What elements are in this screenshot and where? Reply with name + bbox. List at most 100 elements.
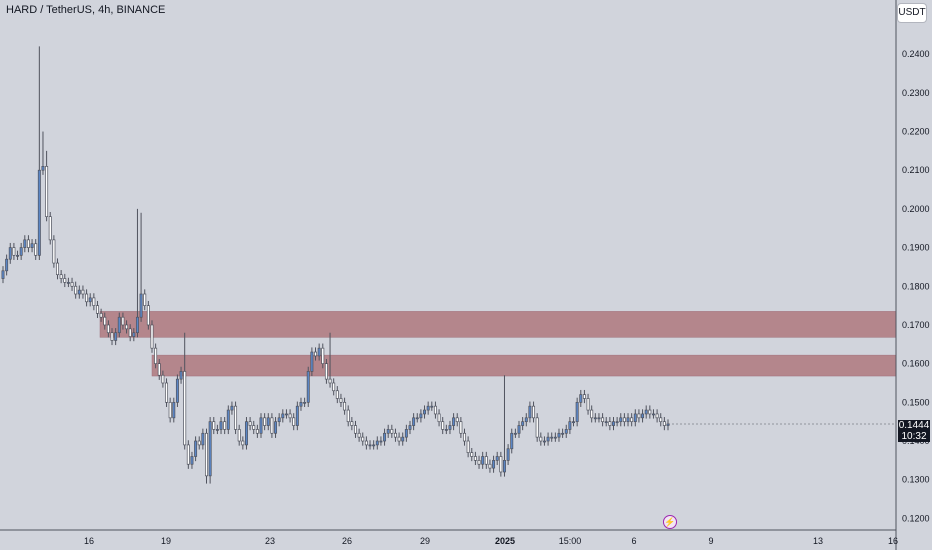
candle-up — [383, 432, 387, 442]
candle-up — [266, 417, 270, 426]
candle-up — [546, 436, 550, 442]
candle-up — [299, 401, 303, 407]
candle-down — [637, 413, 641, 419]
x-tick-label: 9 — [708, 536, 713, 546]
candle-down — [622, 417, 626, 423]
candle-down — [74, 285, 78, 295]
lightning-icon[interactable]: ⚡ — [663, 515, 677, 529]
candle-down — [292, 417, 296, 426]
candle-up — [423, 409, 427, 415]
candle-down — [433, 405, 437, 415]
candle-down — [601, 417, 605, 423]
candle-down — [328, 378, 332, 384]
candle-up — [372, 444, 376, 447]
candle-down — [361, 436, 365, 442]
candle-down — [630, 417, 634, 423]
candle-up — [179, 371, 183, 380]
candle-up — [114, 332, 118, 341]
candle-up — [41, 166, 45, 171]
candle-down — [590, 409, 594, 419]
candle-down — [335, 390, 339, 399]
candle-up — [633, 413, 637, 423]
candle-up — [575, 401, 579, 423]
x-tick-label: 23 — [265, 536, 275, 546]
candle-down — [161, 374, 165, 384]
candle-up — [281, 413, 285, 419]
candle-down — [143, 293, 147, 306]
candle-up — [553, 436, 557, 439]
candle-up — [619, 417, 623, 423]
candle-up — [579, 394, 583, 403]
candle-down — [128, 328, 132, 337]
candle-down — [586, 398, 590, 411]
candle-down — [12, 247, 16, 256]
candle-down — [270, 417, 274, 434]
candle-up — [201, 432, 205, 446]
candle-up — [415, 417, 419, 420]
candle-down — [321, 347, 325, 364]
x-tick-label: 16 — [84, 536, 94, 546]
candle-down — [59, 274, 63, 279]
candle-up — [66, 282, 70, 284]
candle-up — [135, 316, 139, 334]
candle-up — [572, 421, 575, 424]
candle-down — [463, 432, 466, 442]
candle-down — [85, 293, 89, 303]
candle-up — [550, 436, 554, 439]
candle-up — [448, 425, 452, 430]
candle-down — [582, 394, 586, 399]
candle-down — [234, 405, 238, 430]
candle-up — [524, 417, 528, 423]
candle-up — [641, 413, 645, 419]
y-tick-label: 0.1700 — [902, 320, 930, 330]
candle-up — [368, 444, 372, 447]
candle-up — [244, 421, 248, 446]
candle-down — [488, 463, 492, 469]
countdown-label: 10:32 — [898, 431, 930, 442]
candle-down — [186, 444, 190, 465]
candle-up — [542, 440, 546, 443]
candle-up — [386, 429, 390, 434]
candle-up — [626, 417, 630, 423]
candle-up — [310, 351, 314, 372]
candle-down — [499, 456, 503, 473]
candle-up — [492, 460, 496, 469]
candle-up — [597, 417, 601, 420]
candle-up — [77, 289, 81, 295]
candle-down — [81, 289, 85, 295]
candle-down — [150, 324, 154, 349]
resistance-zone — [99, 311, 897, 338]
candle-down — [532, 405, 536, 419]
y-tick-label: 0.1600 — [902, 359, 930, 369]
y-tick-label: 0.2200 — [902, 127, 930, 137]
y-tick-label: 0.1800 — [902, 281, 930, 291]
candle-down — [52, 239, 56, 264]
candle-up — [502, 460, 506, 473]
candle-down — [393, 432, 397, 438]
candle-up — [194, 440, 198, 457]
candle-up — [295, 405, 299, 426]
candle-down — [455, 417, 459, 423]
candle-up — [404, 429, 408, 438]
candle-up — [175, 378, 179, 403]
y-tick-label: 0.1200 — [902, 513, 930, 523]
candle-down — [255, 429, 259, 434]
candle-up — [604, 421, 608, 424]
candle-up — [88, 297, 92, 303]
candle-down — [354, 425, 357, 434]
candle-down — [437, 413, 441, 423]
candle-up — [190, 456, 194, 465]
candle-down — [248, 421, 252, 426]
currency-badge[interactable]: USDT — [898, 4, 926, 22]
symbol-title[interactable]: HARD / TetherUS, 4h, BINANCE — [6, 4, 166, 16]
candle-up — [306, 371, 310, 403]
candle-down — [473, 456, 477, 461]
candle-down — [26, 239, 30, 248]
candle-up — [1, 270, 5, 279]
candle-up — [651, 413, 655, 416]
candle-down — [110, 332, 114, 341]
candle-up — [259, 417, 263, 434]
candle-down — [339, 398, 343, 403]
